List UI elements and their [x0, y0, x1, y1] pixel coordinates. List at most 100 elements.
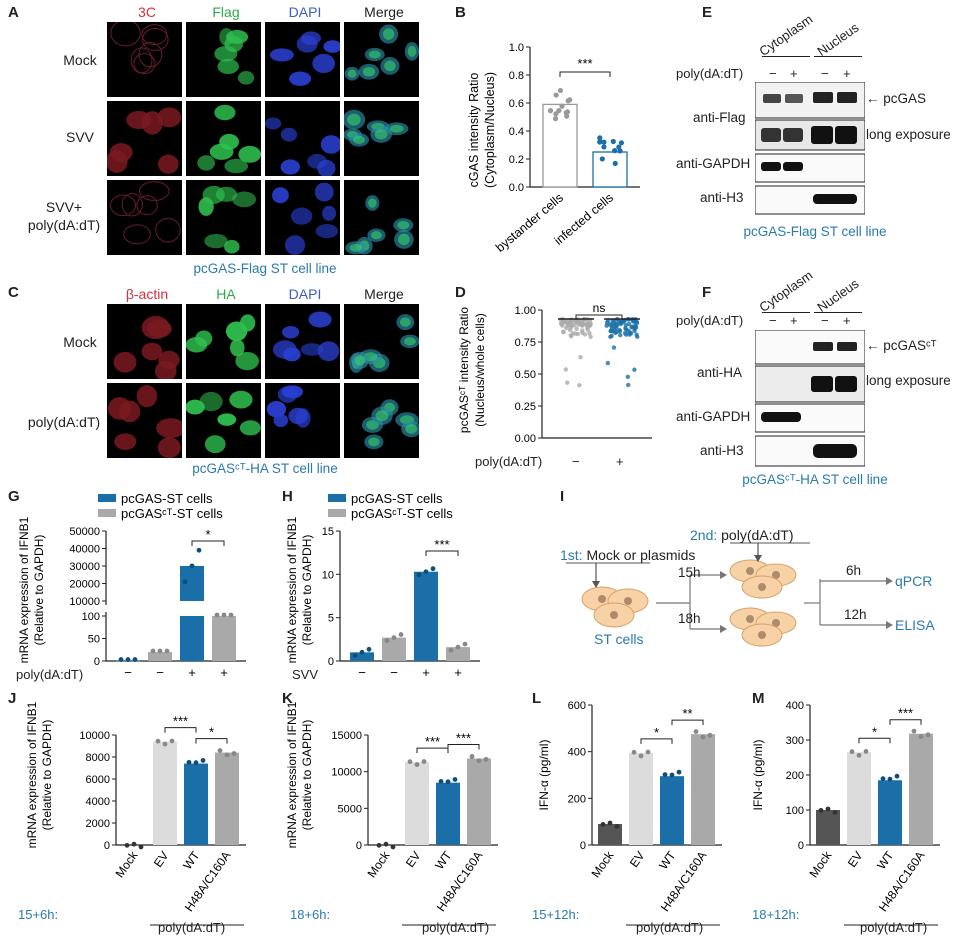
panel-f-row-anti-gapdh: anti-GAPDH: [676, 409, 751, 424]
panel-d-point: [561, 329, 566, 335]
panel-l-xtick-3: WT: [656, 848, 679, 872]
panel-k-point: [445, 779, 451, 785]
panel-k-point: [421, 759, 427, 764]
panel-c-row-mock: Mock: [63, 334, 97, 350]
panel-c-label: C: [8, 284, 19, 301]
panel-b-point: [616, 144, 622, 150]
panel-h-point: [366, 646, 372, 652]
panel-k-ylabel-1: mRNA expression of IFNB1: [285, 701, 299, 848]
panel-k-sig-2: ***: [456, 730, 471, 745]
panel-d-point: [611, 345, 617, 350]
panel-c-micrograph-r1-c2: [186, 304, 261, 379]
panel-a-channel-2: Flag: [212, 4, 240, 20]
panel-b-point: [599, 156, 605, 162]
panel-f-fraction-cytoplasm: Cytoplasm: [756, 267, 816, 315]
panel-m-sig-2: ***: [898, 706, 913, 721]
panel-b-ytick-3: 0.6: [509, 98, 524, 110]
panel-d-point: [634, 321, 640, 326]
panel-m-point: [856, 752, 862, 758]
panel-b-point: [610, 138, 616, 145]
panel-i-first: 1st: Mock or plasmids: [560, 547, 695, 563]
panel-l-point: [607, 820, 613, 826]
panel-f-treat-4: +: [843, 313, 851, 328]
panel-l-point: [676, 769, 682, 775]
panel-k-point: [469, 754, 475, 759]
panel-m-point: [863, 749, 869, 754]
panel-k-xtick-2: EV: [403, 849, 424, 870]
panel-a-micrograph-r1-c4: [344, 22, 419, 97]
panel-d-point: [567, 327, 573, 333]
panel-d-point: [609, 333, 614, 339]
panel-l-point: [662, 772, 668, 777]
panel-b-ylabel-1: cGAS intensity Ratio: [467, 73, 481, 188]
panel-g-point: [125, 657, 131, 662]
panel-m-bar-2: [847, 752, 871, 845]
panel-d-point: [609, 323, 614, 328]
panel-g-point: [189, 563, 195, 569]
panel-g-treat-label: poly(dA:dT): [16, 667, 84, 682]
panel-l-point: [700, 734, 706, 740]
panel-k-timing: 18+6h:: [290, 907, 331, 922]
panel-g-point: [221, 612, 227, 618]
panel-j-bar-3: [184, 763, 208, 845]
panel-b-ytick-5: 1.0: [509, 42, 524, 54]
panel-m-group: poly(dA:dT): [860, 920, 928, 935]
panel-i-second-label: 2nd:: [690, 527, 718, 543]
panel-h-point: [455, 644, 461, 650]
panel-h-ylabel-2: (Relative to GAPDH): [300, 535, 314, 646]
panel-h-ytick-3: 15: [322, 526, 334, 538]
panel-e-treat-label: poly(dA:dT): [676, 66, 744, 81]
panel-i-cells-bottom: [729, 607, 797, 647]
panel-f-treat-3: −: [821, 313, 829, 328]
panel-g-ytick-up-3: 40000: [69, 544, 100, 556]
panel-a-micrograph-r3-c1: [107, 180, 182, 255]
panel-b-point: [559, 103, 565, 109]
panel-d-point: [573, 331, 578, 336]
panel-d-point: [605, 360, 611, 366]
panel-k-point: [452, 777, 458, 782]
panel-m-bar-3: [878, 780, 902, 845]
panel-e-fraction-cytoplasm: Cytoplasm: [756, 11, 816, 60]
panel-g-label: G: [8, 488, 20, 505]
panel-h-point: [359, 649, 365, 655]
panel-k-chart: mRNA expression of IFNB1 (Relative to GA…: [285, 701, 498, 926]
panel-g-treat-1: −: [124, 665, 132, 680]
panel-b-xtick-1: bystander cells: [493, 191, 566, 255]
panel-b-ytick-0: 0.0: [509, 182, 524, 194]
panel-j-xtick-3: WT: [180, 848, 203, 872]
panel-g-bar-4: [212, 616, 236, 661]
panel-h-point: [352, 652, 358, 658]
panel-a-channel-4: Merge: [364, 4, 404, 20]
panel-g-chart: pcGAS-ST cells pcGASᶜᵀ-ST cells mRNA exp…: [17, 491, 246, 680]
panel-a-row-svv: SVV: [65, 129, 94, 145]
panel-b-point: [612, 160, 618, 167]
panel-h-bar-3: [414, 571, 438, 661]
panel-m-bar-1: [816, 810, 840, 845]
panel-g-point: [182, 579, 188, 585]
panel-d-point: [569, 323, 574, 328]
panel-j-xtick-2: EV: [151, 849, 172, 870]
panel-k-xtick-3: WT: [432, 848, 455, 872]
panel-b-point: [564, 113, 570, 119]
panel-g-point: [196, 547, 202, 553]
panel-m-bar-4: [909, 733, 933, 845]
panel-m-ytick-4: 400: [786, 700, 804, 712]
panel-f-row-anti-h3: anti-H3: [700, 443, 744, 458]
panel-l-label: L: [532, 690, 542, 707]
panel-m-ylabel: IFN-α (pg/ml): [752, 740, 765, 811]
panel-b-ytick-1: 0.2: [509, 154, 524, 166]
panel-m-sig-1: *: [872, 724, 877, 739]
panel-d-point: [632, 367, 637, 372]
panel-d-point: [577, 319, 583, 324]
panel-d-ylabel-2: (Nucleus/whole cells): [473, 313, 487, 426]
panel-a-row-mock: Mock: [63, 52, 97, 68]
panel-j-chart: mRNA expression of IFNB1 (Relative to GA…: [25, 701, 246, 926]
panel-b-label: B: [455, 4, 466, 21]
panel-d-point: [560, 323, 565, 328]
panel-d-point: [619, 320, 624, 326]
panel-i-t12: 12h: [844, 607, 867, 622]
panel-l-ytick-0: 0: [580, 840, 586, 852]
panel-m-point: [918, 734, 924, 740]
panel-i-out-qpcr: qPCR: [895, 573, 933, 589]
